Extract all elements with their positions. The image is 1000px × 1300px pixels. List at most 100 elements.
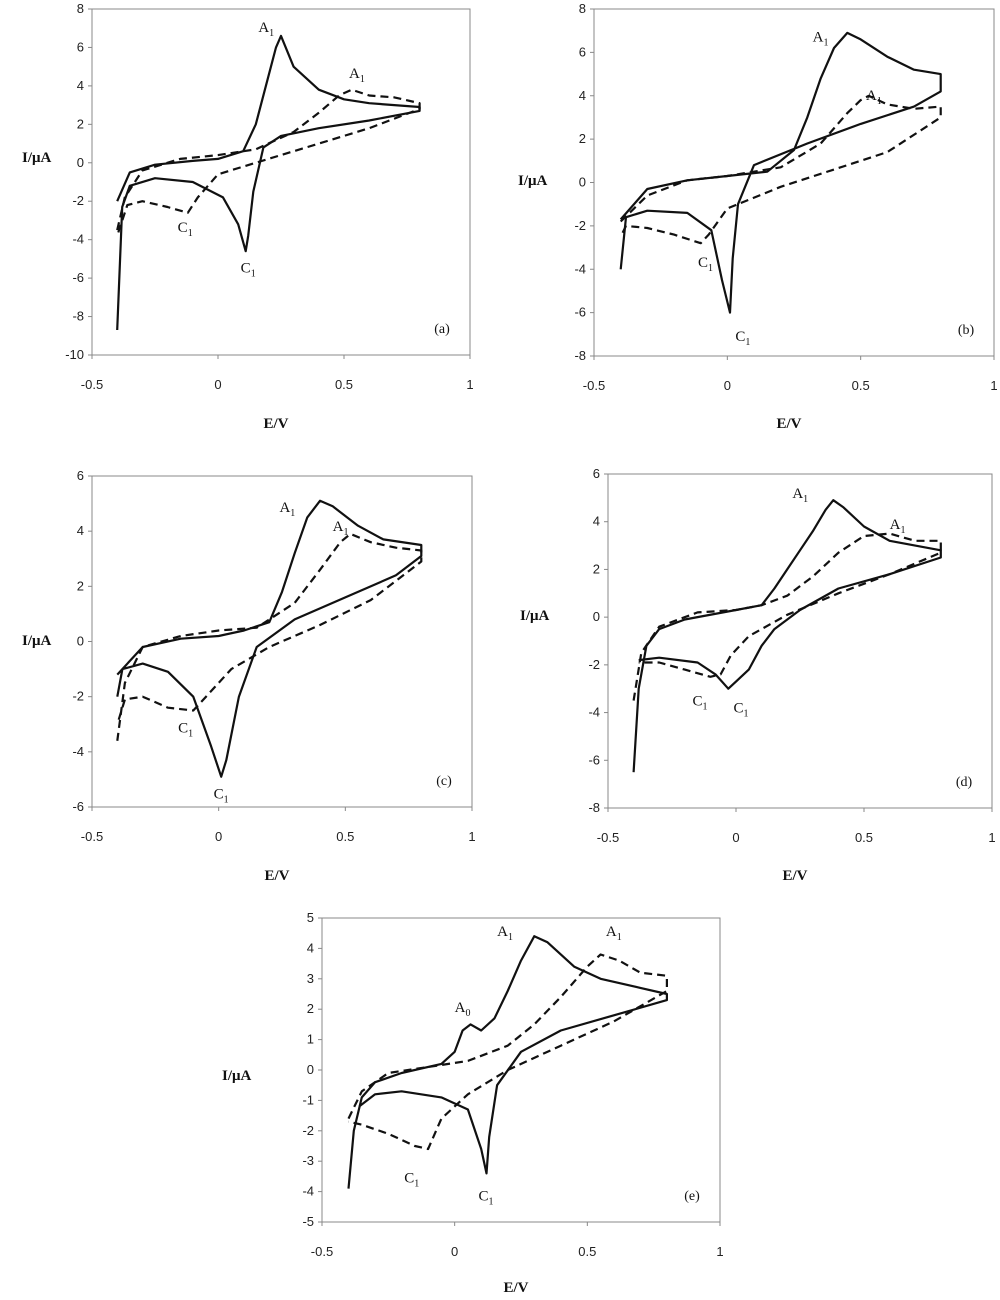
- panel-tag: (c): [436, 774, 452, 789]
- peak-label-c1: C1: [404, 1170, 419, 1189]
- y-axis-label: I/μA: [518, 173, 548, 189]
- y-tick-label: -4: [588, 705, 600, 720]
- x-tick-label: 0.5: [335, 377, 353, 392]
- x-tick-label: 1: [716, 1244, 723, 1259]
- y-tick-label: -4: [574, 261, 586, 276]
- plot-frame: [321, 917, 721, 1223]
- y-tick-label: 8: [77, 1, 84, 16]
- chart-panel-b: -8 -6 -4 -2 0 2 4 6 8 -0.5 0 0.5 1 I/μA E/V A1 A1 C1 C1 (b): [518, 1, 998, 432]
- y-tick-label: 4: [77, 78, 84, 93]
- y-tick-label: 4: [77, 523, 84, 538]
- x-tick-label: 0.5: [336, 829, 354, 844]
- x-axis-label: E/V: [503, 1280, 528, 1296]
- peak-label-c1: C1: [178, 721, 193, 740]
- peak-label-a1: A1: [866, 88, 882, 107]
- y-tick-label: 0: [307, 1062, 314, 1077]
- x-tick-label: -0.5: [583, 378, 605, 393]
- y-tick-label: -6: [72, 270, 84, 285]
- y-axis-label: I/μA: [22, 150, 52, 166]
- peak-label-c1: C1: [735, 329, 750, 348]
- x-tick-label: 1: [468, 829, 475, 844]
- peak-label-c1: C1: [692, 693, 707, 712]
- x-tick-label: 0: [214, 377, 221, 392]
- x-axis-label: E/V: [776, 416, 801, 432]
- y-tick-label: -4: [302, 1184, 314, 1199]
- solid-voltammogram: [347, 935, 668, 1189]
- peak-label-a1: A1: [497, 924, 513, 943]
- plot-frame: [91, 8, 471, 356]
- peak-label-a1: A1: [890, 517, 906, 536]
- y-tick-label: -3: [302, 1153, 314, 1168]
- y-tick-label: -2: [302, 1123, 314, 1138]
- x-tick-label: -0.5: [311, 1244, 333, 1259]
- solid-voltammogram: [116, 34, 421, 331]
- x-tick-label: 1: [466, 377, 473, 392]
- y-axis-label: I/μA: [520, 608, 550, 624]
- chart-panel-a: -10 -8 -6 -4 -2 0 2 4 6 8 -0.5 0 0.5 1 I/μA E/V A1 A1 C1 C1…: [22, 1, 474, 432]
- y-tick-label: 2: [77, 116, 84, 131]
- plot-frame: [91, 475, 473, 808]
- y-tick-label: 1: [307, 1032, 314, 1047]
- y-tick-label: 5: [307, 910, 314, 925]
- x-tick-label: 1: [988, 830, 995, 845]
- y-tick-label: 6: [593, 466, 600, 481]
- y-tick-label: -10: [65, 347, 84, 362]
- y-tick-label: 4: [593, 514, 600, 529]
- y-tick-label: 2: [77, 578, 84, 593]
- dashed-voltammogram: [116, 532, 423, 741]
- x-axis-label: E/V: [263, 416, 288, 432]
- x-tick-label: 0: [724, 378, 731, 393]
- y-tick-label: -6: [72, 799, 84, 814]
- chart-panel-d: -8 -6 -4 -2 0 2 4 6 -0.5 0 0.5 1 I/μA E/V A1 A1 C1 C1 (d): [520, 466, 996, 884]
- y-tick-label: 3: [307, 971, 314, 986]
- peak-label-c1: C1: [698, 255, 713, 274]
- peak-label-c1: C1: [214, 787, 229, 806]
- y-tick-label: -8: [574, 348, 586, 363]
- y-tick-label: 0: [593, 609, 600, 624]
- y-tick-label: 0: [77, 155, 84, 170]
- dashed-voltammogram: [632, 532, 942, 701]
- peak-label-a1: A1: [606, 924, 622, 943]
- x-tick-label: 0.5: [855, 830, 873, 845]
- x-tick-label: -0.5: [81, 377, 103, 392]
- dashed-voltammogram: [116, 88, 421, 237]
- y-axis-label: I/μA: [222, 1068, 252, 1084]
- peak-label-a1: A1: [333, 519, 349, 538]
- peak-label-c1: C1: [241, 260, 256, 279]
- y-tick-label: -1: [302, 1092, 314, 1107]
- y-tick-label: -2: [72, 193, 84, 208]
- x-tick-label: 0: [451, 1244, 458, 1259]
- x-tick-label: -0.5: [597, 830, 619, 845]
- y-tick-label: 4: [579, 88, 586, 103]
- panel-tag: (e): [684, 1189, 700, 1204]
- peak-label-a1: A1: [792, 486, 808, 505]
- panel-tag: (a): [434, 322, 450, 337]
- peak-label-a0: A0: [455, 1000, 471, 1019]
- y-tick-label: 4: [307, 940, 314, 955]
- peak-label-c1: C1: [479, 1189, 494, 1208]
- x-tick-label: -0.5: [81, 829, 103, 844]
- panel-tag: (b): [958, 323, 975, 338]
- y-tick-label: 2: [593, 561, 600, 576]
- x-axis-label: E/V: [782, 868, 807, 884]
- solid-voltammogram: [619, 31, 942, 314]
- x-axis-label: E/V: [264, 868, 289, 884]
- peak-label-a1: A1: [813, 30, 829, 49]
- y-tick-label: -8: [72, 309, 84, 324]
- peak-label-c1: C1: [733, 701, 748, 720]
- y-tick-label: -6: [574, 305, 586, 320]
- y-tick-label: -5: [302, 1214, 314, 1229]
- y-tick-label: -8: [588, 800, 600, 815]
- y-tick-label: 6: [77, 468, 84, 483]
- y-tick-label: -2: [588, 657, 600, 672]
- y-tick-label: -2: [72, 689, 84, 704]
- x-tick-label: 0.5: [578, 1244, 596, 1259]
- x-tick-label: 0: [215, 829, 222, 844]
- plot-frame: [607, 473, 993, 809]
- peak-label-a1: A1: [279, 500, 295, 519]
- chart-panel-e: -5 -4 -3 -2 -1 0 1 2 3 4 5 -0.5 0 0.5 1 I/μA E/V A1 A1 A0 C1…: [222, 910, 724, 1296]
- y-tick-label: -2: [574, 218, 586, 233]
- solid-voltammogram: [632, 499, 942, 773]
- y-axis-label: I/μA: [22, 633, 52, 649]
